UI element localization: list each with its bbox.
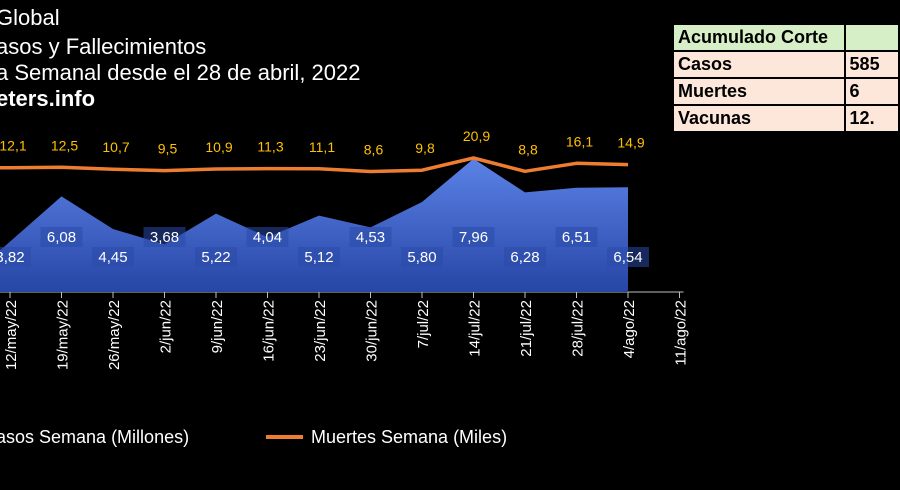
x-tick-label: 14/jul/22 xyxy=(467,300,484,357)
cases-data-label: 6,28 xyxy=(510,249,539,266)
cases-data-label-bg xyxy=(40,227,83,247)
summary-header-row: Acumulado Corte xyxy=(672,23,900,52)
cases-data-label: 3,68 xyxy=(150,229,179,246)
cases-data-label-bg xyxy=(195,247,237,267)
summary-label-deaths: Muertes xyxy=(672,77,846,106)
data-labels: 3,82 6,08 4,45 3,68 5,22 4,04 5,12 4,53 5,80 7,96… xyxy=(0,128,649,267)
cases-data-label: 4,53 xyxy=(356,229,385,246)
source-site: eters.info xyxy=(0,86,96,111)
x-tick-label: 9/jun/22 xyxy=(209,300,226,353)
deaths-data-label: 8,8 xyxy=(518,141,538,157)
cases-data-label-bg xyxy=(92,247,134,267)
chart-title-line-2: asos y Fallecimientos xyxy=(0,34,207,59)
x-tick-label: 11/ago/22 xyxy=(673,300,690,366)
accumulated-summary-table: Acumulado Corte Casos 585 Muertes 6 Vacu… xyxy=(672,23,900,133)
cases-data-label: 7,96 xyxy=(459,229,488,246)
summary-value-deaths: 6 xyxy=(843,77,900,106)
cases-data-label-bg xyxy=(0,247,31,267)
deaths-data-label: 10,7 xyxy=(102,139,129,155)
cases-data-label: 6,08 xyxy=(47,229,76,246)
summary-header-label: Acumulado Corte xyxy=(672,23,846,52)
summary-value-vaccines: 12. xyxy=(843,104,900,133)
x-tick-label: 12/may/22 xyxy=(3,300,20,370)
deaths-data-label: 9,5 xyxy=(158,141,178,157)
cases-data-label: 6,51 xyxy=(562,229,591,246)
deaths-series xyxy=(0,156,629,174)
x-tick-label: 28/jul/22 xyxy=(570,300,587,357)
deaths-data-label: 11,3 xyxy=(257,139,283,155)
x-axis xyxy=(0,291,684,298)
cases-data-label-bg xyxy=(246,227,289,247)
deaths-data-label: 16,1 xyxy=(566,133,593,149)
cases-data-label-bg xyxy=(401,247,443,267)
summary-header-value xyxy=(843,23,900,52)
x-tick-label: 2/jun/22 xyxy=(158,300,175,353)
x-tick-label: 30/jun/22 xyxy=(364,300,381,362)
summary-row-vaccines: Vacunas 12. xyxy=(672,104,900,133)
cases-data-label: 5,22 xyxy=(201,249,230,266)
x-tick-labels: 12/may/22 19/may/22 26/may/22 2/jun/22 9/jun… xyxy=(3,300,690,370)
deaths-data-label: 10,9 xyxy=(205,139,232,155)
cases-data-label-bg xyxy=(143,227,186,247)
cases-data-label: 4,04 xyxy=(253,229,282,246)
cases-data-label-bg xyxy=(555,227,598,247)
cases-data-label-bg xyxy=(452,227,495,247)
cases-data-label: 6,54 xyxy=(613,249,642,266)
cases-data-label: 5,12 xyxy=(304,249,333,266)
x-tick-label: 21/jul/22 xyxy=(518,300,535,357)
x-tick-label: 4/ago/22 xyxy=(621,300,638,358)
legend-cases-label: asos Semana (Millones) xyxy=(0,427,189,447)
x-tick-label: 19/may/22 xyxy=(55,300,72,370)
cases-data-label: 3,82 xyxy=(0,249,25,266)
cases-data-label-bg xyxy=(607,247,649,267)
deaths-data-label: 12,5 xyxy=(51,137,78,153)
summary-row-deaths: Muertes 6 xyxy=(672,77,900,106)
x-tick-label: 23/jun/22 xyxy=(312,300,329,362)
chart-title-line-1: Global xyxy=(0,5,60,30)
deaths-data-label: 8,6 xyxy=(364,142,384,158)
cases-data-label-bg xyxy=(349,227,392,247)
deaths-data-label: 14,9 xyxy=(617,135,644,151)
summary-label-cases: Casos xyxy=(672,50,846,79)
deaths-data-label: 11,1 xyxy=(309,139,335,155)
cases-data-label: 4,45 xyxy=(98,249,127,266)
x-tick-label: 7/jul/22 xyxy=(415,300,432,348)
deaths-data-label: 20,9 xyxy=(463,128,490,144)
x-tick-label: 26/may/22 xyxy=(106,300,123,370)
cases-series xyxy=(0,158,628,292)
deaths-data-label: 9,8 xyxy=(415,140,435,156)
cases-data-label: 5,80 xyxy=(407,249,436,266)
summary-value-cases: 585 xyxy=(843,50,900,79)
chart-subtitle: a Semanal desde el 28 de abril, 2022 xyxy=(0,60,361,85)
deaths-line xyxy=(0,156,629,174)
summary-label-vaccines: Vacunas xyxy=(672,104,846,133)
legend: asos Semana (Millones) Muertes Semana (M… xyxy=(0,427,507,447)
x-tick-label: 16/jun/22 xyxy=(261,300,278,362)
cases-data-label-bg xyxy=(504,247,546,267)
cases-area xyxy=(0,158,628,292)
legend-deaths-label: Muertes Semana (Miles) xyxy=(311,427,507,447)
cases-data-label-bg xyxy=(298,247,340,267)
deaths-data-label: 12,1 xyxy=(0,138,27,154)
summary-row-cases: Casos 585 xyxy=(672,50,900,79)
